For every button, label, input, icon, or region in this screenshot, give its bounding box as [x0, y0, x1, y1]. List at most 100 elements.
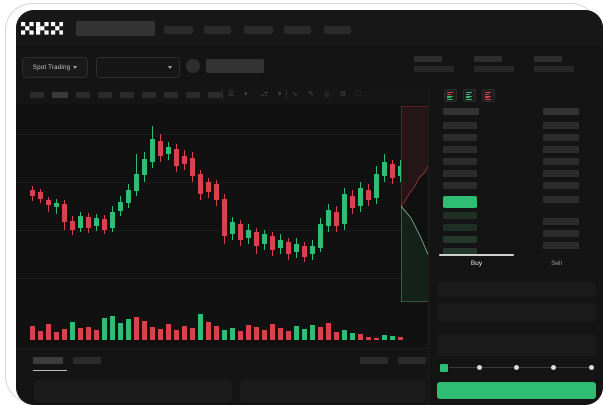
orderbook-ask-row[interactable]: [443, 170, 477, 177]
bottom-action-1[interactable]: [360, 357, 388, 364]
settings-gear-icon[interactable]: ⚙: [340, 91, 347, 98]
volume-bar: [190, 328, 195, 340]
orderbook-ask-row[interactable]: [443, 122, 477, 129]
bottom-tab-open-orders[interactable]: [33, 357, 63, 364]
orderbook-ask-row[interactable]: [443, 158, 477, 165]
market-bar: Spot Trading: [16, 46, 603, 86]
indicators-chevron-icon[interactable]: ▾: [278, 91, 282, 98]
volume-bar: [166, 324, 171, 340]
stat-label: [534, 56, 562, 62]
amount-percent-slider[interactable]: [439, 363, 594, 373]
candle-type-icon[interactable]: ☰: [228, 91, 235, 98]
tab-sell[interactable]: Sell: [551, 260, 562, 267]
volume-bar: [198, 314, 203, 340]
volume-bar: [246, 325, 251, 340]
slider-node[interactable]: [476, 364, 482, 370]
chevron-down-icon: [73, 66, 78, 69]
slider-node[interactable]: [588, 364, 594, 370]
volume-bar: [110, 316, 115, 340]
candle-body: [326, 210, 331, 226]
volume-bar: [118, 323, 123, 340]
indicators-icon[interactable]: ⎇: [260, 91, 269, 98]
nav-item-1[interactable]: [164, 26, 193, 34]
candlestick-chart[interactable]: [16, 104, 428, 300]
orderbook-amount-row: [543, 230, 579, 237]
candle-body: [294, 244, 299, 252]
slider-handle[interactable]: [439, 363, 449, 373]
candle-body: [286, 242, 291, 254]
drawing-pencil-icon[interactable]: ✎: [308, 91, 314, 98]
orderbook-mode-bar: [466, 95, 472, 97]
orderbook-ask-row[interactable]: [443, 146, 477, 153]
timeframe-2[interactable]: [52, 92, 68, 98]
bottom-action-2[interactable]: [398, 357, 426, 364]
order-price-input[interactable]: [437, 282, 596, 297]
trading-mode-dropdown[interactable]: Spot Trading: [22, 57, 88, 78]
place-buy-order-button[interactable]: [437, 382, 596, 399]
orderbook-last-price: [443, 196, 477, 208]
orderbook-ask-row[interactable]: [443, 182, 477, 189]
pair-selector-dropdown[interactable]: [96, 57, 180, 78]
timeframe-4[interactable]: [98, 92, 112, 98]
volume-bar: [46, 324, 51, 340]
orderbook-mode-bids[interactable]: [463, 89, 476, 102]
candle-body: [46, 200, 51, 205]
orderbook-mode-asks[interactable]: [482, 89, 495, 102]
orderbook-bid-row[interactable]: [443, 236, 477, 243]
candle-body: [150, 139, 155, 162]
nav-item-3[interactable]: [244, 26, 273, 34]
line-tool-icon[interactable]: ∿: [292, 91, 298, 98]
timeframe-5[interactable]: [120, 92, 134, 98]
okx-logo[interactable]: [21, 21, 65, 36]
candle-body: [38, 192, 43, 199]
timeframe-9[interactable]: [208, 92, 222, 98]
header-search-field[interactable]: [76, 21, 155, 36]
candle-body: [206, 182, 211, 192]
tab-buy[interactable]: Buy: [470, 260, 483, 267]
candle-body: [30, 190, 35, 196]
order-amount-input[interactable]: [437, 302, 596, 322]
orderbook-ask-row[interactable]: [443, 134, 477, 141]
order-total-input[interactable]: [437, 334, 596, 356]
candle-body: [366, 190, 371, 200]
chart-gridline: [16, 182, 428, 183]
timeframe-8[interactable]: [186, 92, 200, 98]
bottom-tab-order-history[interactable]: [73, 357, 101, 364]
alert-icon[interactable]: ◎: [324, 91, 331, 98]
nav-item-4[interactable]: [284, 26, 311, 34]
candle-body: [238, 224, 243, 240]
timeframe-3[interactable]: [76, 92, 90, 98]
timeframe-1[interactable]: [30, 92, 44, 98]
volume-bar: [86, 327, 91, 340]
candle-body: [270, 236, 275, 250]
nav-item-5[interactable]: [324, 26, 351, 34]
volume-bar: [366, 337, 371, 340]
orderbook-mode-bar: [485, 92, 491, 93]
coin-avatar-icon: [186, 59, 200, 73]
trading-mode-label: Spot Trading: [32, 64, 71, 71]
candle-body: [134, 174, 139, 191]
fullscreen-icon[interactable]: ⛶: [356, 91, 361, 98]
chart-toolbar: ☰ ▾ ⎇ ▾ ∿ ✎ ◎ ⚙ ⛶: [16, 86, 428, 105]
slider-node[interactable]: [551, 364, 557, 370]
timeframe-7[interactable]: [164, 92, 178, 98]
orderbook-mode-bar: [466, 99, 472, 101]
candle-body: [182, 156, 187, 164]
volume-bar: [214, 326, 219, 340]
orderbook-bid-row[interactable]: [443, 224, 477, 231]
orderbook-mode-both[interactable]: [444, 89, 457, 102]
orderbook-mode-bar: [485, 99, 491, 101]
timeframe-6[interactable]: [142, 92, 156, 98]
volume-bar: [38, 331, 43, 340]
orderbook-amount-row: [543, 134, 579, 141]
orderbook-mode-bar: [485, 93, 489, 95]
orderbook-bid-row[interactable]: [443, 212, 477, 219]
candle-type-chevron-icon[interactable]: ▾: [244, 91, 248, 98]
orderbook-bid-row[interactable]: [443, 248, 477, 255]
slider-node[interactable]: [514, 364, 519, 370]
orderbook-amount-row: [543, 146, 579, 153]
stat-24h-high: [474, 56, 514, 72]
candle-body: [310, 246, 315, 254]
nav-item-2[interactable]: [204, 26, 231, 34]
bottom-tab-active-underline: [33, 370, 67, 371]
